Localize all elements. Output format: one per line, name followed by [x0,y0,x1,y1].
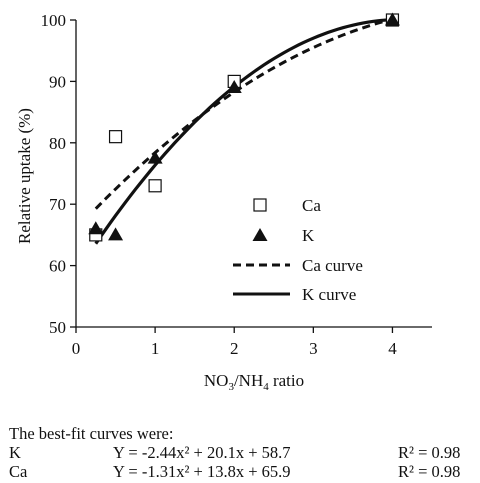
k-data-point [108,227,124,241]
x-label-sub-b: 4 [263,381,269,393]
k-data-point [88,221,104,235]
x-tick-label: 1 [151,339,160,358]
x-axis-label: NO3/NH4 ratio [204,371,304,393]
legend-label-ca-curve: Ca curve [302,256,363,275]
best-fit-caption: The best-fit curves were: K Y = -2.44x² … [9,424,475,481]
x-tick-label: 0 [72,339,81,358]
axes: 0 1 2 3 4 50 60 70 80 90 100 [41,11,432,358]
caption-r-squared: R² = 0.98 [398,443,461,462]
caption-heading-text: The best-fit curves were: [9,424,174,443]
x-tick-label: 4 [388,339,397,358]
caption-label: K [9,443,21,462]
x-tick-label: 2 [230,339,239,358]
data-points [88,12,400,242]
x-label-part-c: ratio [269,371,304,390]
y-tick-label: 80 [49,134,66,153]
y-tick-label: 90 [49,72,66,91]
caption-equation: Y = -2.44x² + 20.1x + 58.7 [113,443,291,462]
k-data-point [147,150,163,164]
y-tick-label: 60 [49,257,66,276]
legend: Ca K Ca curve K curve [233,196,363,304]
caption-equation: Y = -1.31x² + 13.8x + 65.9 [113,462,291,481]
x-label-part-b: /NH [234,371,263,390]
x-tick-label: 3 [309,339,318,358]
y-tick-label: 70 [49,195,66,214]
ca-fit-curve [94,17,393,210]
ca-data-point [108,130,123,144]
k-fit-curve [94,18,393,245]
legend-marker-k [252,228,268,241]
caption-heading: The best-fit curves were: [9,424,475,443]
caption-row-k: K Y = -2.44x² + 20.1x + 58.7 R² = 0.98 [9,443,475,462]
caption-label: Ca [9,462,28,481]
x-label-sub-a: 3 [228,381,234,393]
ca-data-point [148,179,162,193]
chart: 0 1 2 3 4 50 60 70 80 90 100 Ca K Ca curve K curve… [15,11,432,393]
caption-row-ca: Ca Y = -1.31x² + 13.8x + 65.9 R² = 0.98 [9,462,475,481]
legend-label-ca: Ca [302,196,321,215]
x-label-part-a: NO [204,371,229,390]
y-tick-label: 100 [41,11,67,30]
caption-r-squared: R² = 0.98 [398,462,461,481]
k-data-point [384,12,400,26]
legend-marker-ca [253,198,267,212]
fit-curves [94,17,393,245]
legend-label-k-curve: K curve [302,285,356,304]
k-data-point [226,80,242,94]
legend-label-k: K [302,226,315,245]
y-axis-label: Relative uptake (%) [15,108,34,244]
y-tick-label: 50 [49,318,66,337]
